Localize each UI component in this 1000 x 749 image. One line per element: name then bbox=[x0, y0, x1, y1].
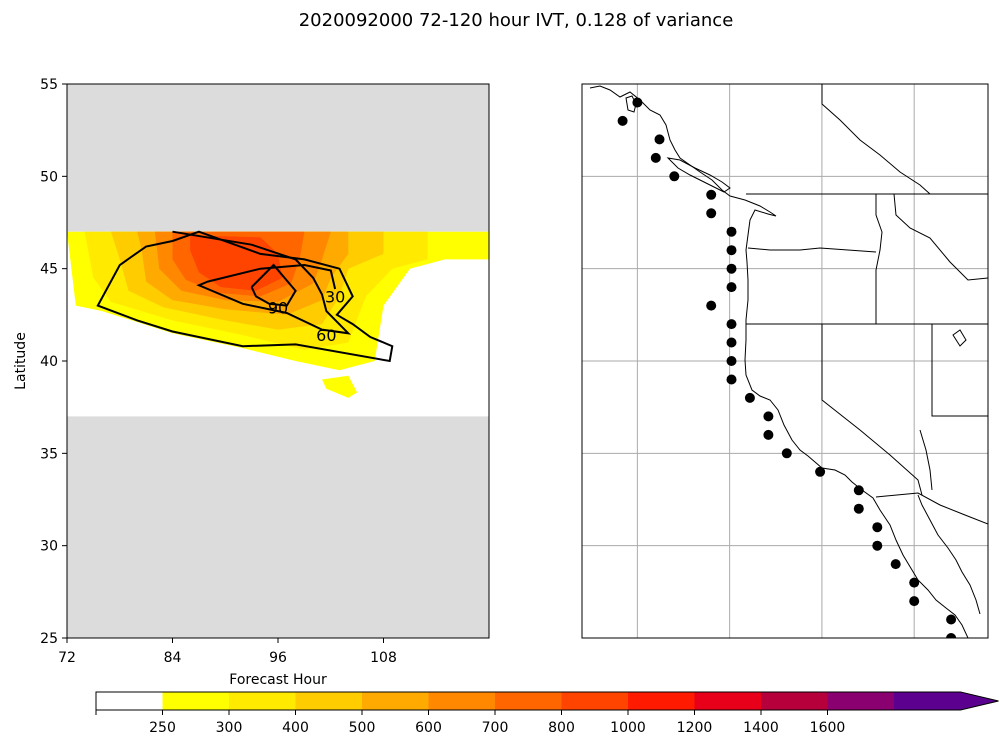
baja-gulf-coast bbox=[917, 494, 981, 615]
y-tick-label-45: 45 bbox=[40, 262, 58, 278]
location-point-9 bbox=[726, 263, 737, 274]
location-point-29 bbox=[946, 633, 957, 638]
ivt-fill-250-7 bbox=[322, 375, 358, 398]
colorbar: 250 300 400 500 600 700 800 1000 1200 1400 1600 bbox=[95, 691, 999, 736]
montana-border bbox=[893, 193, 988, 281]
colorbar-tick-label-800: 800 bbox=[548, 720, 575, 736]
contour-line-60 bbox=[172, 230, 352, 335]
location-point-27 bbox=[909, 596, 920, 607]
contour-label-90: 90 bbox=[268, 298, 288, 317]
y-axis-label: Latitude bbox=[13, 332, 29, 390]
colorbar-tick-label-1400: 1400 bbox=[743, 720, 779, 736]
colorbar-tick-label-1200: 1200 bbox=[677, 720, 713, 736]
utah-border bbox=[931, 324, 988, 417]
colorbar-segment-2 bbox=[229, 692, 297, 710]
y-tick-label-40: 40 bbox=[40, 354, 58, 370]
x-tick-label-72: 72 bbox=[58, 650, 76, 666]
masked-band-0 bbox=[67, 84, 489, 232]
location-point-28 bbox=[946, 614, 957, 625]
location-point-8 bbox=[726, 245, 737, 256]
location-point-19 bbox=[781, 448, 792, 459]
location-point-0 bbox=[632, 97, 643, 108]
colorbar-segment-1 bbox=[162, 692, 230, 710]
california-nevada-border bbox=[821, 324, 923, 496]
map-outlines bbox=[589, 84, 988, 638]
colorbar-segment-6 bbox=[495, 692, 563, 710]
y-tick-label-55: 55 bbox=[40, 77, 58, 93]
location-point-13 bbox=[726, 337, 737, 348]
colorbar-segment-12 bbox=[894, 692, 962, 710]
x-tick-label-96: 96 bbox=[269, 650, 287, 666]
location-point-14 bbox=[726, 356, 737, 366]
arizona-border bbox=[919, 429, 933, 491]
contour-label-30: 30 bbox=[325, 287, 345, 306]
location-point-12 bbox=[726, 319, 737, 330]
location-point-16 bbox=[744, 392, 755, 403]
location-point-17 bbox=[763, 411, 774, 422]
location-point-20 bbox=[815, 466, 826, 477]
great-salt-lake bbox=[952, 329, 967, 347]
washington-oregon-border bbox=[747, 247, 877, 253]
haida-gwaii bbox=[625, 95, 637, 113]
colorbar-segment-3 bbox=[295, 692, 363, 710]
colorbar-tick-label-500: 500 bbox=[349, 720, 376, 736]
contour-label-60: 60 bbox=[316, 326, 336, 345]
colorbar-outline bbox=[95, 691, 999, 711]
location-point-25 bbox=[890, 559, 901, 570]
y-tick-label-35: 35 bbox=[40, 446, 58, 462]
x-tick-label-108: 108 bbox=[370, 650, 397, 666]
x-axis-label: Forecast Hour bbox=[229, 672, 327, 688]
location-point-11 bbox=[706, 300, 717, 311]
location-point-26 bbox=[909, 577, 920, 588]
y-tick-label-25: 25 bbox=[40, 631, 58, 647]
colorbar-segment-10 bbox=[761, 692, 829, 710]
location-point-24 bbox=[872, 540, 883, 551]
coastline bbox=[589, 85, 969, 638]
colorbar-segment-0 bbox=[96, 692, 164, 710]
y-tick-label-50: 50 bbox=[40, 169, 58, 185]
colorbar-tick-label-600: 600 bbox=[415, 720, 442, 736]
colorbar-segment-11 bbox=[827, 692, 895, 710]
contour-line-90 bbox=[250, 263, 297, 307]
colorbar-tick-label-1600: 1600 bbox=[810, 720, 846, 736]
ivt-fill-800-6 bbox=[190, 235, 283, 291]
colorbar-segment-7 bbox=[561, 692, 629, 710]
location-point-7 bbox=[726, 226, 737, 237]
colorbar-tick-label-250: 250 bbox=[149, 720, 176, 736]
figure-title: 2020092000 72-120 hour IVT, 0.128 of var… bbox=[299, 10, 734, 31]
colorbar-tick-label-300: 300 bbox=[216, 720, 243, 736]
vancouver-island bbox=[666, 157, 731, 193]
location-point-23 bbox=[872, 522, 883, 533]
colorbar-segment-9 bbox=[694, 692, 762, 710]
x-tick-label-84: 84 bbox=[164, 650, 182, 666]
right-panel-map bbox=[581, 83, 989, 639]
location-point-5 bbox=[706, 189, 717, 200]
colorbar-tick-label-1000: 1000 bbox=[610, 720, 646, 736]
left-panel: 30 60 90 72 84 96 108 25 30 35 40 45 50 55 Forecast … bbox=[13, 77, 490, 688]
location-point-6 bbox=[706, 208, 717, 219]
colorbar-segment-8 bbox=[628, 692, 696, 710]
location-point-21 bbox=[853, 485, 864, 496]
colorbar-tick-label-700: 700 bbox=[482, 720, 509, 736]
colorbar-segment-4 bbox=[362, 692, 430, 710]
location-point-3 bbox=[650, 152, 661, 163]
location-point-18 bbox=[763, 429, 774, 440]
location-point-4 bbox=[669, 171, 680, 182]
y-tick-label-30: 30 bbox=[40, 539, 58, 555]
colorbar-tick-label-400: 400 bbox=[282, 720, 309, 736]
location-point-2 bbox=[654, 134, 665, 145]
map-frame bbox=[581, 83, 989, 639]
canada-provinces bbox=[821, 84, 931, 195]
idaho-border bbox=[875, 194, 883, 324]
us-mexico-border bbox=[875, 492, 988, 525]
location-point-10 bbox=[726, 282, 737, 293]
masked-band-1 bbox=[67, 416, 489, 638]
location-point-1 bbox=[617, 115, 628, 126]
location-point-15 bbox=[726, 374, 737, 385]
colorbar-extend-arrow bbox=[960, 692, 999, 710]
contour-line-30 bbox=[96, 230, 394, 363]
colorbar-segment-5 bbox=[428, 692, 496, 710]
location-point-22 bbox=[853, 503, 864, 514]
